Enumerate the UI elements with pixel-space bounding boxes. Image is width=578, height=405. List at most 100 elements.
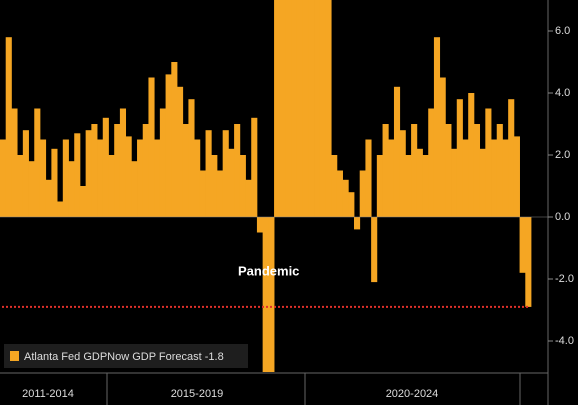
bar: [251, 117, 258, 217]
bar: [188, 99, 195, 217]
bar: [256, 217, 264, 233]
bar: [428, 108, 435, 217]
bar: [422, 155, 429, 217]
bar: [79, 186, 87, 217]
bar: [239, 155, 246, 217]
bar: [22, 130, 29, 217]
bar: [354, 217, 361, 230]
bar: [479, 148, 486, 217]
bar: [445, 124, 452, 217]
bar: [302, 0, 309, 217]
bar: [148, 77, 155, 217]
bar: [399, 130, 406, 217]
bar: [325, 0, 332, 217]
bar: [416, 148, 423, 217]
bar: [485, 108, 492, 217]
bar: [108, 155, 115, 217]
y-tick-label: 0.0: [555, 211, 570, 223]
bar: [165, 74, 172, 218]
bar: [57, 201, 64, 217]
period-label: 2020-2024: [386, 388, 439, 400]
bar: [0, 139, 7, 217]
y-tick-label: 6.0: [555, 25, 570, 37]
bar: [97, 139, 104, 217]
bar: [119, 108, 127, 217]
bar: [456, 99, 463, 217]
bar: [365, 139, 372, 217]
bar: [62, 139, 69, 217]
legend-label: Atlanta Fed GDPNow GDP Forecast -1.8: [24, 351, 224, 363]
period-label: 2011-2014: [22, 388, 74, 400]
bar: [245, 179, 252, 217]
legend-box: [4, 344, 248, 368]
bar: [5, 37, 12, 218]
bar: [216, 170, 224, 217]
bar: [285, 0, 292, 217]
bar: [17, 155, 24, 217]
bar: [496, 124, 503, 217]
bar: [348, 192, 355, 217]
bar: [513, 136, 520, 217]
y-tick-label: 4.0: [555, 87, 570, 99]
bar: [211, 155, 218, 217]
bar: [234, 124, 241, 217]
annotation: Pandemic: [238, 263, 299, 278]
bar: [359, 170, 366, 217]
bar: [102, 117, 109, 217]
bar: [177, 86, 184, 217]
bar: [308, 0, 315, 217]
bar: [342, 179, 349, 217]
bar: [159, 108, 166, 217]
period-label: 2015-2019: [171, 388, 224, 400]
bar: [519, 217, 526, 273]
bar: [131, 161, 138, 217]
bar: [142, 124, 149, 217]
bar: [125, 136, 132, 217]
legend-swatch: [10, 351, 19, 361]
bar: [194, 139, 201, 217]
bar: [199, 170, 206, 217]
bar: [296, 0, 304, 217]
bar: [279, 0, 286, 217]
bar: [319, 0, 326, 217]
bar: [228, 148, 235, 217]
y-tick-label: -4.0: [555, 335, 574, 347]
bar: [34, 108, 41, 217]
bar: [331, 155, 338, 217]
bar: [382, 124, 389, 217]
bar: [28, 161, 35, 217]
bar: [491, 139, 498, 217]
bar: [371, 217, 378, 283]
bar: [433, 37, 441, 218]
bar: [11, 108, 18, 217]
bar: [462, 139, 469, 217]
bar: [51, 148, 58, 217]
bar: [91, 124, 98, 217]
y-tick-label: -2.0: [555, 273, 574, 285]
bar: [502, 139, 509, 217]
bar: [262, 217, 269, 372]
bar: [205, 130, 212, 217]
bar: [405, 155, 412, 217]
bar: [451, 148, 458, 217]
bar: [376, 155, 383, 217]
bar: [74, 133, 81, 217]
y-tick-label: 2.0: [555, 149, 570, 161]
bar: [222, 130, 229, 217]
bar: [85, 130, 92, 217]
bar: [508, 99, 515, 217]
bar: [468, 93, 475, 217]
bar: [39, 139, 47, 217]
bar: [314, 0, 321, 217]
bar: [182, 124, 189, 217]
bar: [268, 217, 275, 372]
bar: [525, 217, 532, 307]
bar: [274, 0, 281, 217]
bar: [291, 0, 298, 217]
bar: [68, 161, 75, 217]
bar: [45, 179, 52, 217]
bar: [473, 124, 481, 217]
bar: [171, 62, 178, 217]
bar: [114, 124, 121, 217]
